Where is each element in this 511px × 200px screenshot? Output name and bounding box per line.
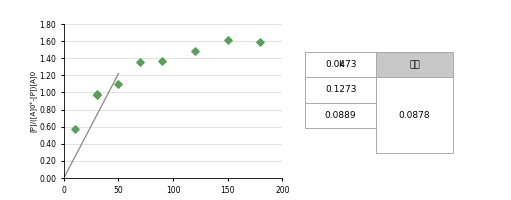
Bar xyxy=(376,52,453,77)
Point xyxy=(71,128,79,131)
Point xyxy=(114,82,123,85)
Point xyxy=(224,39,232,42)
Text: 0.1273: 0.1273 xyxy=(325,85,356,94)
Bar xyxy=(306,52,376,77)
Point xyxy=(92,93,101,96)
Bar xyxy=(306,52,376,77)
Text: 0.0878: 0.0878 xyxy=(399,111,430,120)
Point xyxy=(257,40,265,44)
Text: 0.0473: 0.0473 xyxy=(325,60,356,69)
Bar xyxy=(306,103,376,128)
Bar xyxy=(306,77,376,103)
Bar xyxy=(376,77,453,153)
Text: 평균: 평균 xyxy=(409,60,420,69)
Point xyxy=(158,59,166,62)
Point xyxy=(136,61,145,64)
Text: k: k xyxy=(338,60,343,69)
Y-axis label: [P]/([A]0ᵏ-[P])[A]0: [P]/([A]0ᵏ-[P])[A]0 xyxy=(29,70,36,132)
Text: 0.0889: 0.0889 xyxy=(325,111,357,120)
Point xyxy=(191,50,199,53)
Point xyxy=(92,93,101,97)
